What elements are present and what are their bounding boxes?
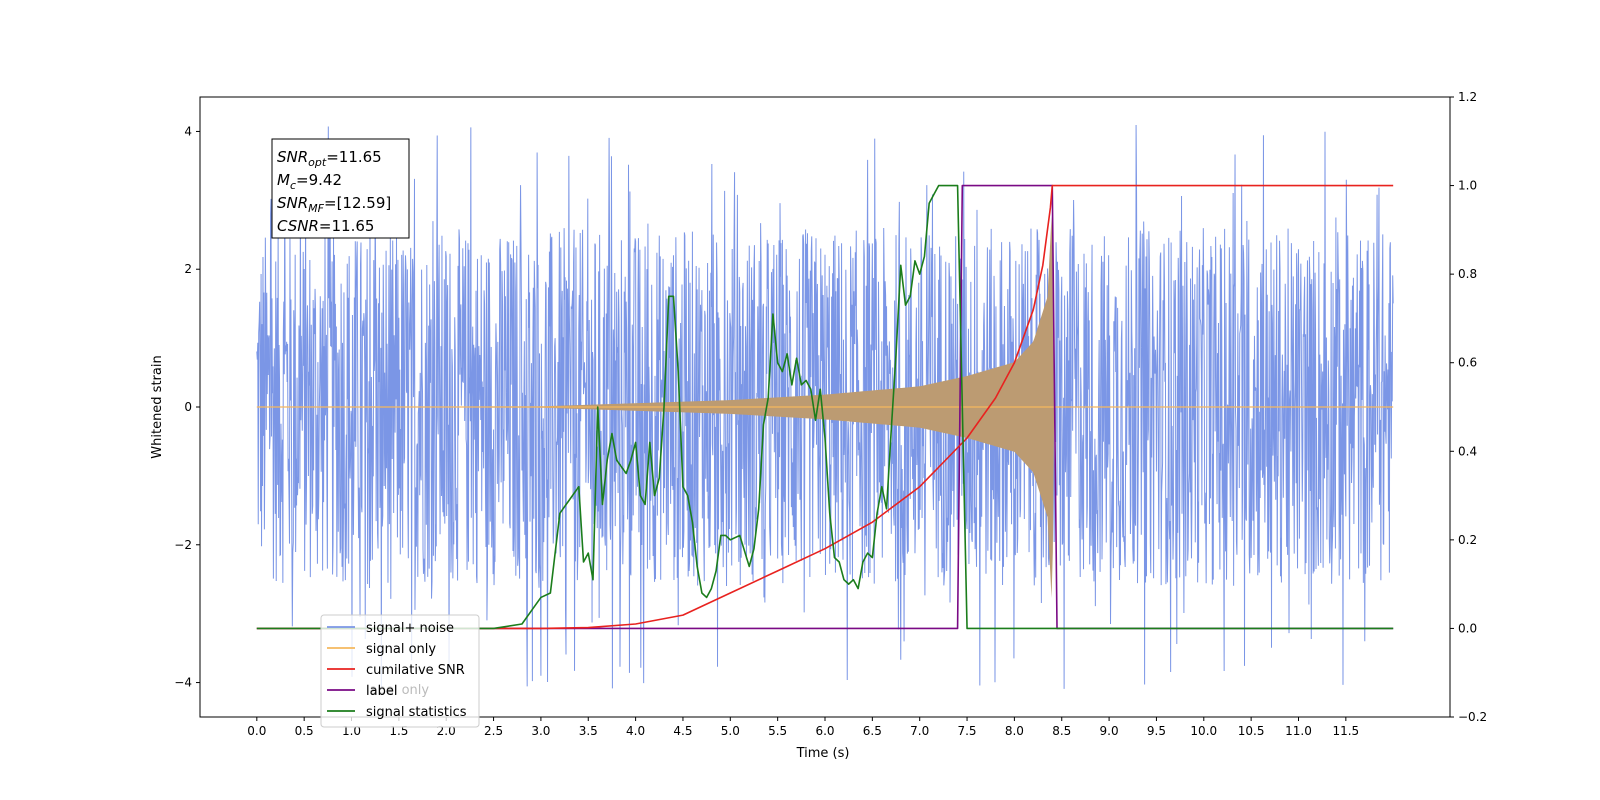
signal-plus-noise-line [256,124,1394,690]
legend-label: signal+ noise [366,621,454,636]
x-tick-label: 3.5 [579,724,598,738]
line-series-layer [256,184,1394,630]
textbox-line: CSNR=11.65 [277,217,374,235]
x-axis-label: Time (s) [796,746,850,761]
x-tick-label: 2.5 [484,724,503,738]
y-right-tick-label: 0.0 [1458,621,1477,635]
signal-plus-noise-series [256,124,1394,690]
y-right-tick-label: 0.8 [1458,267,1477,281]
y-right-tick-label: 0.6 [1458,356,1477,370]
y-right-tick-label: 0.2 [1458,533,1477,547]
signal-statistics-line [256,184,1394,630]
textbox-line: SNRMF=[12.59] [277,194,391,215]
x-tick-label: 6.0 [815,724,834,738]
y-right-tick-label: 0.4 [1458,444,1477,458]
y-left-tick-label: 2 [184,262,192,276]
y-right-tick-label: 1.0 [1458,179,1477,193]
y-left-tick-label: 0 [184,400,192,414]
y-right-tick-label: −0.2 [1458,710,1487,724]
x-tick-label: 0.5 [295,724,314,738]
x-tick-label: 4.5 [673,724,692,738]
x-tick-label: 8.5 [1052,724,1071,738]
x-tick-label: 4.0 [626,724,645,738]
x-tick-label: 5.0 [721,724,740,738]
y-left-tick-label: −4 [174,676,192,690]
x-tick-label: 11.0 [1285,724,1312,738]
y-right-tick-label: 1.2 [1458,90,1477,104]
y-axis-label: Whitened strain [150,355,165,458]
x-tick-label: 6.5 [863,724,882,738]
x-tick-label: 5.5 [768,724,787,738]
cumilative-snr-line [256,184,1394,630]
textbox-line: SNRopt=11.65 [277,148,382,169]
x-tick-label: 9.0 [1100,724,1119,738]
x-tick-label: 9.5 [1147,724,1166,738]
right-y-axis-ticks: −0.2 0.0 0.2 0.4 0.6 0.8 1.0 1.2 [1450,90,1487,724]
x-tick-label: 10.5 [1238,724,1265,738]
legend-label: signal statistics [366,705,467,720]
x-tick-label: 10.0 [1190,724,1217,738]
x-tick-label: 7.0 [910,724,929,738]
x-tick-label: 3.0 [531,724,550,738]
x-tick-label: 8.0 [1005,724,1024,738]
plot-area [256,124,1394,690]
y-left-tick-label: 4 [184,124,192,138]
signal-only-series [256,215,1394,599]
legend: label only signal+ noise signal only cumila… [320,614,480,728]
legend-label: label [366,684,397,699]
left-y-axis-ticks: −4 −2 0 2 4 [174,124,200,690]
legend-label: cumilative SNR [366,663,465,678]
textbox-line: Mc=9.42 [277,171,342,192]
y-left-tick-label: −2 [174,538,192,552]
x-tick-label: 11.5 [1332,724,1359,738]
x-tick-label: 7.5 [957,724,976,738]
legend-label: signal only [366,642,436,657]
legend-ghost-text: label only [366,683,429,698]
x-tick-label: 0.0 [247,724,266,738]
x-axis-ticks: 0.0 0.5 1.0 1.5 2.0 2.5 3.0 3.5 4.0 4.5 5.0 5.5 6.0 6… [247,717,1359,738]
